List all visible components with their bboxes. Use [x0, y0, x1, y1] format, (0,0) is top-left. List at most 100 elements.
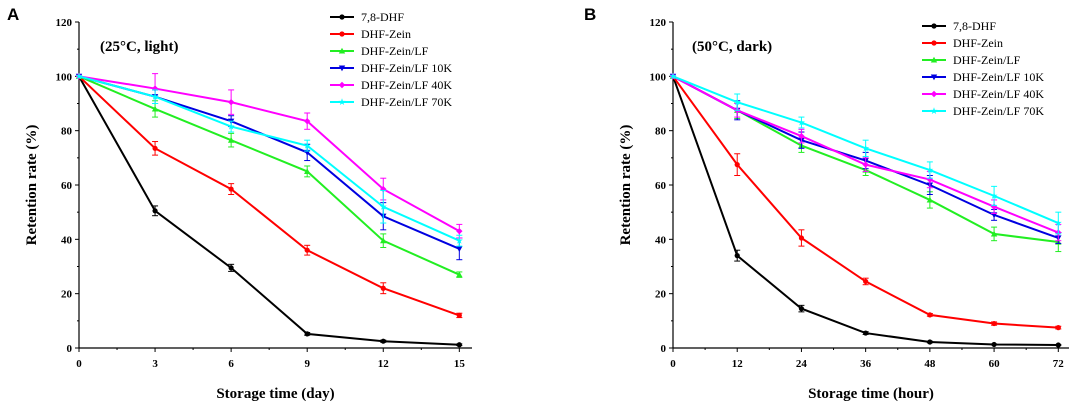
x-tick-label: 72 — [1053, 358, 1065, 370]
data-point — [304, 247, 310, 253]
legend-label: 7,8-DHF — [361, 10, 404, 24]
legend: 7,8-DHF DHF-Zein DHF-Zein/LF DHF-Zein/LF 10… — [922, 19, 1044, 118]
data-point — [798, 132, 805, 140]
y-tick-label: 20 — [61, 289, 73, 301]
legend-label: DHF-Zein/LF 40K — [361, 78, 452, 92]
y-tick-label: 120 — [56, 17, 73, 29]
legend-marker — [930, 56, 938, 63]
series-dhf-zein — [76, 73, 463, 319]
legend-label: DHF-Zein/LF 10K — [953, 70, 1044, 84]
x-tick-label: 12 — [732, 358, 744, 370]
y-tick-label: 100 — [56, 71, 73, 83]
y-tick-label: 0 — [661, 343, 667, 355]
data-point — [797, 118, 805, 126]
data-point — [380, 237, 387, 244]
x-tick-label: 0 — [670, 358, 676, 370]
legend-label: DHF-Zein/LF 70K — [953, 104, 1044, 118]
data-point — [990, 203, 998, 210]
data-point — [798, 235, 805, 241]
data-point — [303, 141, 311, 149]
x-tick-label: 36 — [860, 358, 872, 370]
data-point — [151, 85, 159, 92]
data-point — [669, 72, 677, 80]
legend-marker — [930, 90, 938, 98]
x-tick-label: 60 — [989, 358, 1001, 370]
y-axis-title: Retention rate (%) — [24, 125, 40, 246]
panel-label: B — [584, 5, 596, 24]
legend-label: DHF-Zein — [953, 36, 1003, 50]
data-point — [862, 144, 870, 152]
series-line — [78, 75, 460, 276]
data-point — [227, 122, 235, 130]
data-point — [734, 253, 740, 259]
data-point — [228, 265, 234, 271]
data-point — [227, 136, 235, 143]
y-tick-label: 20 — [655, 289, 667, 301]
series-dhf-zein-lf-40k — [75, 73, 463, 239]
x-tick-label: 24 — [796, 358, 808, 370]
series-line — [78, 75, 460, 233]
data-point — [927, 312, 933, 318]
data-point — [379, 203, 387, 210]
y-tick-label: 120 — [650, 17, 667, 29]
series-dhf-zein-lf-70k — [669, 72, 1062, 235]
legend-label: DHF-Zein/LF — [953, 53, 1021, 67]
data-point — [152, 145, 158, 151]
data-point — [926, 166, 934, 174]
data-point — [990, 230, 998, 237]
legend-marker — [338, 98, 346, 105]
data-point — [1054, 219, 1062, 227]
data-point — [75, 72, 83, 80]
series-line — [78, 75, 460, 242]
data-point — [863, 278, 869, 285]
legend-marker — [339, 14, 345, 20]
chart-panel-a: A 0 20 40 60 80 100 120 0 3 6 9 12 15 Storage time (da… — [7, 5, 472, 402]
data-point — [991, 341, 997, 348]
panel-label: A — [7, 5, 19, 24]
legend-marker — [930, 107, 938, 114]
legend-label: DHF-Zein — [361, 27, 411, 41]
condition-annotation: (50°C, dark) — [692, 39, 772, 55]
y-tick-label: 40 — [61, 234, 73, 246]
series-line — [78, 75, 460, 346]
data-point — [927, 339, 933, 345]
legend-label: DHF-Zein/LF — [361, 44, 429, 58]
legend-label: DHF-Zein/LF 70K — [361, 95, 452, 109]
x-axis-title: Storage time (hour) — [808, 386, 934, 402]
series-line — [78, 75, 460, 317]
y-tick-label: 80 — [655, 126, 667, 138]
y-tick-label: 60 — [61, 180, 73, 192]
data-point — [151, 93, 159, 100]
series-7-8-dhf — [76, 73, 463, 348]
legend-marker — [930, 74, 938, 81]
data-point — [456, 342, 462, 348]
data-point — [151, 105, 159, 112]
data-point — [303, 168, 311, 174]
data-point — [798, 306, 805, 312]
x-tick-label: 0 — [76, 358, 82, 370]
x-axis-title: Storage time (day) — [216, 386, 334, 402]
x-tick-label: 3 — [152, 358, 158, 370]
legend-marker — [338, 81, 346, 89]
legend-label: 7,8-DHF — [953, 19, 996, 33]
series-dhf-zein-lf-70k — [75, 72, 463, 247]
data-point — [926, 196, 934, 203]
x-tick-label: 6 — [228, 358, 234, 370]
x-tick-label: 15 — [454, 358, 466, 370]
data-point — [456, 227, 463, 235]
legend-marker — [339, 31, 345, 37]
data-point — [862, 161, 869, 168]
legend: 7,8-DHF DHF-Zein DHF-Zein/LF DHF-Zein/LF 10… — [330, 10, 452, 109]
data-point — [380, 338, 386, 344]
legend-label: DHF-Zein/LF 40K — [953, 87, 1044, 101]
y-tick-label: 60 — [655, 180, 667, 192]
data-point — [228, 186, 234, 192]
x-tick-label: 12 — [378, 358, 390, 370]
data-point — [991, 320, 997, 327]
x-tick-label: 9 — [304, 358, 310, 370]
data-point — [456, 246, 463, 253]
legend-marker — [931, 40, 937, 46]
data-point — [456, 271, 463, 278]
y-tick-label: 40 — [655, 234, 667, 246]
